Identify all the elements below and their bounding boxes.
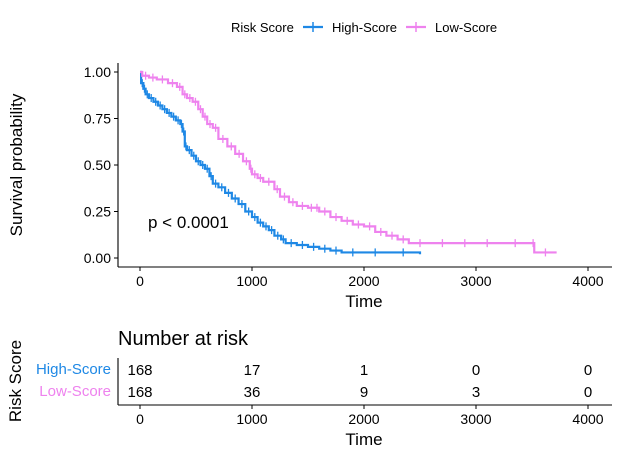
risk-count-cell: 168 [127, 362, 152, 379]
x-tick-label: 4000 [572, 273, 603, 289]
risk-count-cell: 0 [584, 362, 592, 379]
risk-count-cell: 17 [244, 362, 261, 379]
y-axis-label: Survival probability [7, 93, 26, 236]
survival-curves [140, 70, 557, 257]
x-ticks: 0 1000 2000 3000 4000 [136, 267, 604, 289]
legend-entry-low: Low-Score [406, 20, 497, 35]
risk-table-title: Number at risk [118, 328, 249, 350]
legend-label-low: Low-Score [435, 20, 497, 35]
p-value-annotation: p < 0.0001 [148, 213, 229, 232]
legend-title: Risk Score [231, 20, 294, 35]
risk-x-tick-label: 0 [136, 411, 144, 427]
y-tick-label: 0.50 [84, 157, 111, 173]
y-ticks: 0.00 0.25 0.50 0.75 1.00 [84, 64, 118, 266]
legend-label-high: High-Score [332, 20, 397, 35]
risk-x-tick-label: 3000 [460, 411, 491, 427]
risk-x-tick-label: 4000 [572, 411, 603, 427]
risk-count-cell: 0 [584, 384, 592, 401]
risk-count-cell: 1 [360, 362, 368, 379]
risk-table-x-ticks: 0 1000 2000 3000 4000 [136, 405, 604, 427]
x-tick-label: 2000 [348, 273, 379, 289]
y-tick-label: 0.00 [84, 250, 111, 266]
risk-count-cell: 0 [472, 362, 480, 379]
legend: Risk Score High-Score Low-Score [231, 20, 497, 35]
x-axis-label: Time [345, 292, 382, 311]
series-line-high-score [140, 70, 422, 255]
y-tick-label: 1.00 [84, 64, 111, 80]
risk-count-cell: 3 [472, 384, 480, 401]
y-tick-label: 0.25 [84, 204, 111, 220]
risk-count-cell: 9 [360, 384, 368, 401]
x-tick-label: 0 [136, 273, 144, 289]
risk-x-tick-label: 2000 [348, 411, 379, 427]
legend-entry-high: High-Score [303, 20, 397, 35]
risk-table-ylabel: Risk Score [6, 340, 25, 422]
x-tick-label: 3000 [460, 273, 491, 289]
risk-x-tick-label: 1000 [236, 411, 267, 427]
x-tick-label: 1000 [236, 273, 267, 289]
y-tick-label: 0.75 [84, 111, 111, 127]
risk-row-label-low: Low-Score [39, 383, 111, 400]
risk-count-cell: 168 [127, 384, 152, 401]
risk-table-xlabel: Time [345, 430, 382, 449]
risk-count-cell: 36 [244, 384, 261, 401]
risk-table-cells: 168 17 1 0 0 168 36 9 3 0 [127, 362, 592, 401]
risk-row-label-high: High-Score [36, 361, 111, 378]
